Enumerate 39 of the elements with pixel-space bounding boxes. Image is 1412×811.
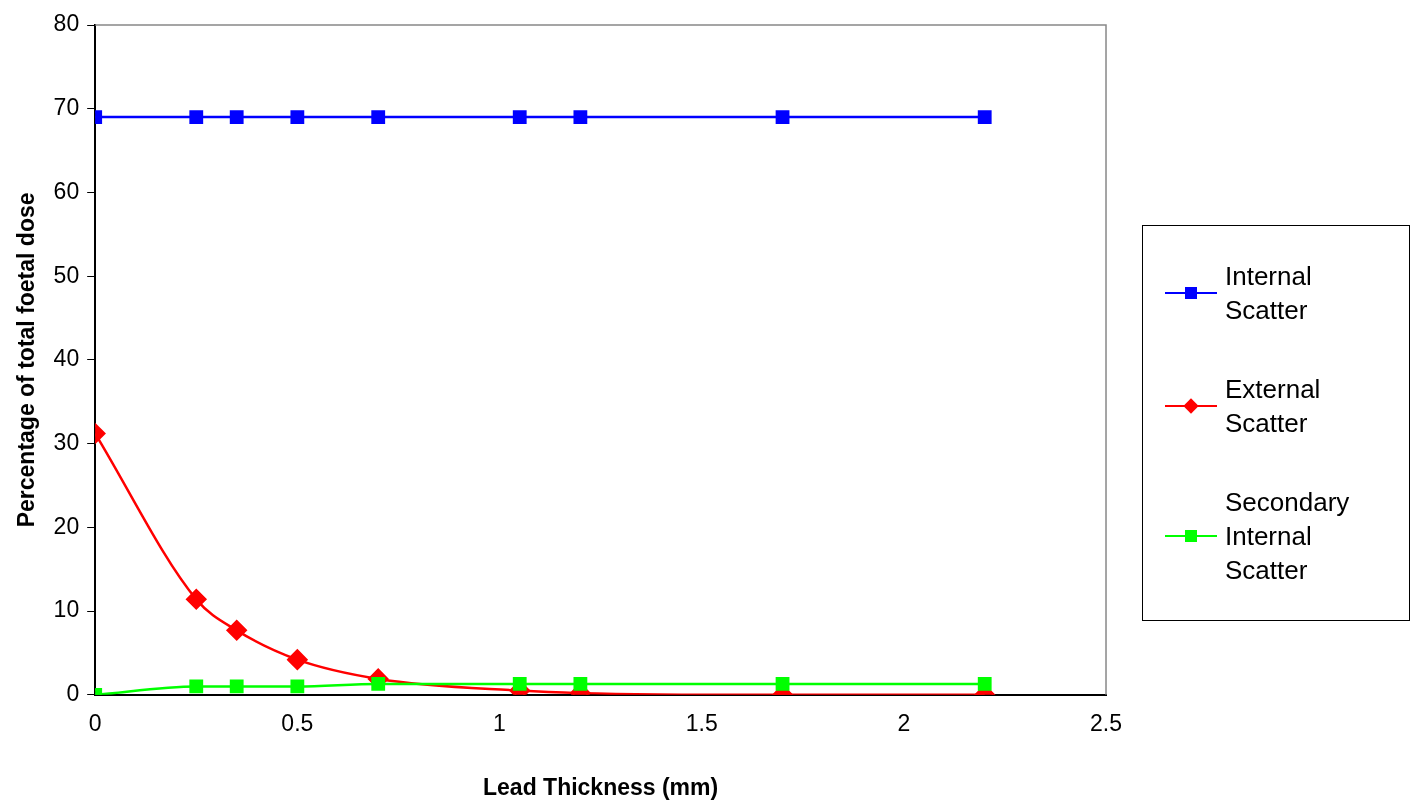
point bbox=[229, 110, 244, 124]
y-tick-label: 80 bbox=[53, 10, 80, 37]
point bbox=[512, 110, 527, 124]
x-tick-label: 0.5 bbox=[281, 709, 314, 736]
point bbox=[229, 679, 244, 694]
point bbox=[512, 677, 527, 691]
y-axis-title: Percentage of total foetal dose bbox=[13, 192, 40, 528]
legend-label: External Scatter bbox=[1225, 373, 1322, 440]
point bbox=[775, 110, 790, 124]
x-axis-title: Lead Thickness (mm) bbox=[483, 773, 719, 800]
point bbox=[371, 110, 386, 124]
y-tick-label: 0 bbox=[66, 680, 80, 707]
point bbox=[371, 677, 386, 691]
point bbox=[186, 589, 207, 610]
point bbox=[775, 677, 790, 691]
legend-label: Internal Scatter bbox=[1225, 259, 1313, 327]
point bbox=[287, 649, 308, 670]
point bbox=[189, 679, 204, 694]
y-tick-label: 10 bbox=[53, 596, 80, 623]
point bbox=[226, 620, 247, 641]
point bbox=[573, 677, 588, 691]
point bbox=[189, 110, 204, 124]
y-tick-label: 40 bbox=[53, 345, 80, 372]
point bbox=[977, 110, 992, 124]
y-tick-label: 30 bbox=[53, 428, 80, 455]
legend-label: Secondary Internal Scatter bbox=[1225, 486, 1351, 588]
x-tick-label: 1 bbox=[493, 709, 506, 736]
x-tick-label: 1.5 bbox=[685, 709, 718, 736]
point bbox=[290, 679, 305, 694]
y-tick-label: 50 bbox=[53, 261, 80, 288]
x-tick-label: 2 bbox=[897, 709, 911, 736]
point bbox=[977, 677, 992, 691]
point bbox=[573, 110, 588, 124]
point bbox=[290, 110, 305, 124]
y-tick-label: 60 bbox=[53, 177, 80, 204]
x-tick-label: 0 bbox=[88, 709, 102, 736]
y-tick-label: 70 bbox=[53, 94, 80, 121]
x-tick-label: 2.5 bbox=[1090, 709, 1123, 736]
y-tick-label: 20 bbox=[53, 512, 80, 539]
